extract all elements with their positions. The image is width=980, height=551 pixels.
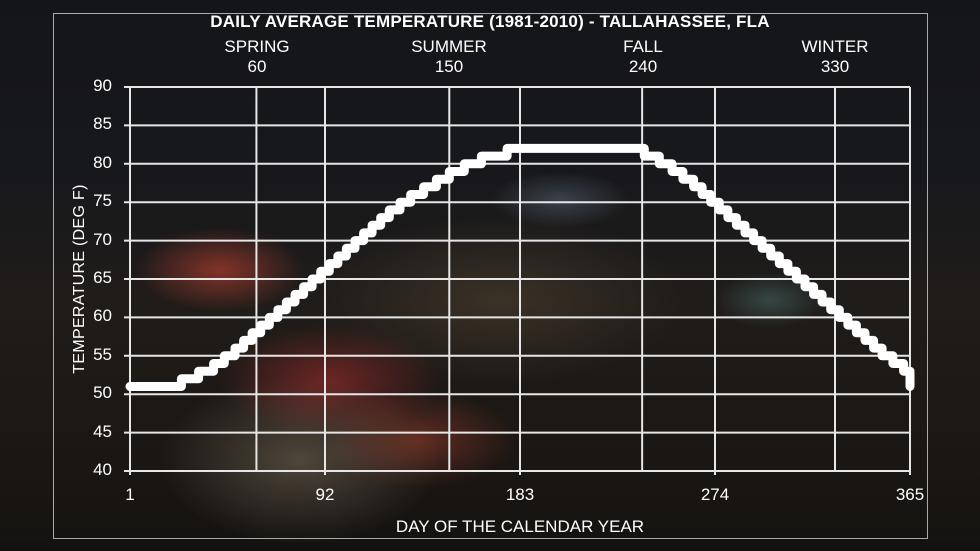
y-tick-label: 70 <box>93 229 112 249</box>
gridlines <box>124 86 911 475</box>
season-label: SUMMER <box>411 37 487 56</box>
y-tick-label: 85 <box>93 114 112 134</box>
y-tick-label: 45 <box>93 421 112 441</box>
y-tick-label: 65 <box>93 268 112 287</box>
season-label: WINTER <box>801 37 869 56</box>
season-label: FALL <box>623 37 663 56</box>
y-tick-label: 55 <box>93 344 112 364</box>
season-summer: SUMMER 150 <box>389 37 509 77</box>
y-tick-label: 40 <box>93 460 112 479</box>
y-tick-label: 75 <box>93 191 112 211</box>
temperature-series <box>125 143 915 391</box>
season-day: 240 <box>628 57 658 76</box>
y-tick-label: 60 <box>93 306 112 326</box>
season-fall: FALL 240 <box>583 37 703 77</box>
x-tick-label: 1 <box>125 485 135 504</box>
x-tick-label: 365 <box>895 485 925 504</box>
season-label: SPRING <box>224 37 290 56</box>
y-tick-label: 50 <box>93 383 112 403</box>
season-spring: SPRING 60 <box>197 37 317 77</box>
season-day: 60 <box>247 57 267 76</box>
x-tick-label: 183 <box>505 485 535 504</box>
chart-title: DAILY AVERAGE TEMPERATURE (1981-2010) - … <box>210 12 770 31</box>
x-axis-label: DAY OF THE CALENDAR YEAR <box>395 517 645 536</box>
x-tick-label: 92 <box>315 485 335 504</box>
y-tick-label: 80 <box>93 152 112 172</box>
chart-frame <box>53 13 928 539</box>
temperature-line <box>125 143 915 391</box>
season-day: 330 <box>820 57 850 76</box>
season-day: 150 <box>434 57 464 76</box>
season-winter: WINTER 330 <box>775 37 895 77</box>
y-tick-label: 90 <box>93 76 112 95</box>
x-tick-label: 274 <box>700 485 730 504</box>
